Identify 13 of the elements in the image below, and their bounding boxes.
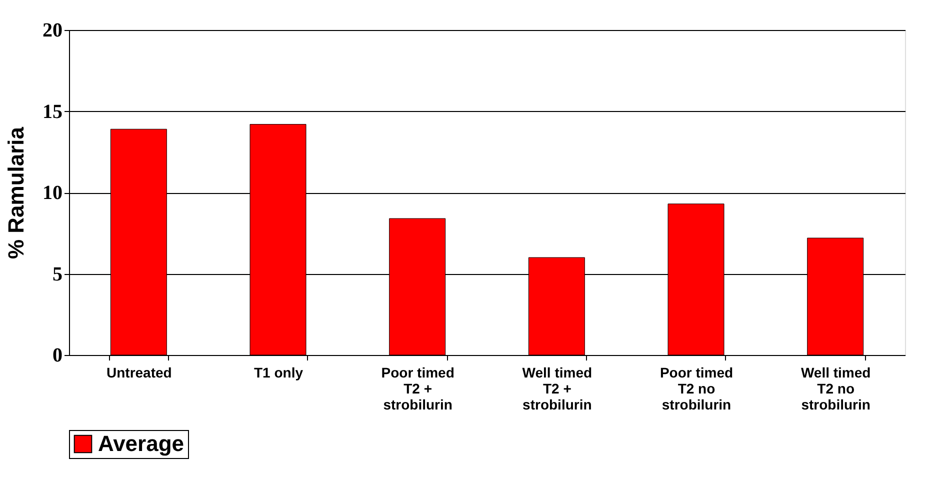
y-tick-label: 20 [42, 20, 62, 42]
x-tick-label: T1 only [254, 364, 304, 380]
x-tick-label: Well timed T2 no strobilurin [800, 364, 871, 412]
x-tick-label: Poor timed T2 + strobilurin [381, 364, 454, 412]
legend-label: Average [98, 431, 184, 456]
y-tick-label: 0 [52, 344, 62, 366]
x-tick-label: Poor timed T2 no strobilurin [660, 364, 734, 412]
x-tick-label: Untreated [106, 364, 172, 380]
y-tick-label: 5 [52, 263, 62, 286]
y-tick-label: 15 [42, 100, 62, 123]
y-axis-title: % Ramularia [4, 126, 28, 260]
x-tick-label: Well timed T2 + strobilurin [522, 364, 592, 412]
y-tick-label: 10 [42, 182, 62, 204]
